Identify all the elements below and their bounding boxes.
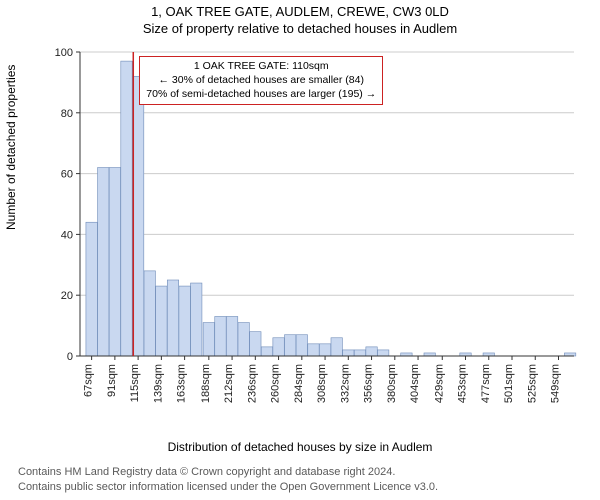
svg-text:60: 60 <box>61 169 73 181</box>
svg-text:188sqm: 188sqm <box>200 364 212 403</box>
y-axis-label: Number of detached properties <box>4 65 18 230</box>
annotation-box: 1 OAK TREE GATE: 110sqm ← 30% of detache… <box>139 56 383 105</box>
svg-text:20: 20 <box>61 290 73 302</box>
svg-text:501sqm: 501sqm <box>503 364 515 403</box>
svg-text:40: 40 <box>61 229 73 241</box>
svg-text:67sqm: 67sqm <box>83 364 95 397</box>
svg-text:80: 80 <box>61 108 73 120</box>
svg-text:429sqm: 429sqm <box>433 364 445 403</box>
svg-text:260sqm: 260sqm <box>270 364 282 403</box>
footer-line-1: Contains HM Land Registry data © Crown c… <box>18 465 438 479</box>
svg-text:549sqm: 549sqm <box>550 364 562 403</box>
footer-attribution: Contains HM Land Registry data © Crown c… <box>18 465 438 494</box>
svg-text:236sqm: 236sqm <box>246 364 258 403</box>
svg-text:212sqm: 212sqm <box>223 364 235 403</box>
annotation-line-3: 70% of semi-detached houses are larger (… <box>146 87 376 101</box>
chart-area: 0 20 40 60 80 100 67sqm 91sqm 115sqm 139sqm 163sqm… <box>50 46 580 426</box>
annotation-line-1: 1 OAK TREE GATE: 110sqm <box>146 59 376 73</box>
svg-text:100: 100 <box>55 47 73 59</box>
svg-text:525sqm: 525sqm <box>526 364 538 403</box>
svg-text:477sqm: 477sqm <box>480 364 492 403</box>
svg-text:115sqm: 115sqm <box>129 364 141 402</box>
svg-text:453sqm: 453sqm <box>457 364 469 403</box>
svg-text:308sqm: 308sqm <box>316 364 328 403</box>
svg-text:91sqm: 91sqm <box>106 364 118 397</box>
svg-text:404sqm: 404sqm <box>409 364 421 403</box>
svg-text:332sqm: 332sqm <box>339 364 351 403</box>
annotation-line-2: ← 30% of detached houses are smaller (84… <box>146 73 376 87</box>
svg-text:163sqm: 163sqm <box>176 364 188 403</box>
x-axis-label: Distribution of detached houses by size … <box>0 440 600 454</box>
svg-text:356sqm: 356sqm <box>363 364 375 403</box>
chart-container: 1, OAK TREE GATE, AUDLEM, CREWE, CW3 0LD… <box>0 0 600 500</box>
svg-text:380sqm: 380sqm <box>386 364 398 403</box>
page-title: 1, OAK TREE GATE, AUDLEM, CREWE, CW3 0LD <box>0 0 600 19</box>
svg-text:284sqm: 284sqm <box>293 364 305 403</box>
page-subtitle: Size of property relative to detached ho… <box>0 19 600 36</box>
svg-text:0: 0 <box>67 351 73 363</box>
svg-text:139sqm: 139sqm <box>152 364 164 403</box>
footer-line-2: Contains public sector information licen… <box>18 480 438 494</box>
